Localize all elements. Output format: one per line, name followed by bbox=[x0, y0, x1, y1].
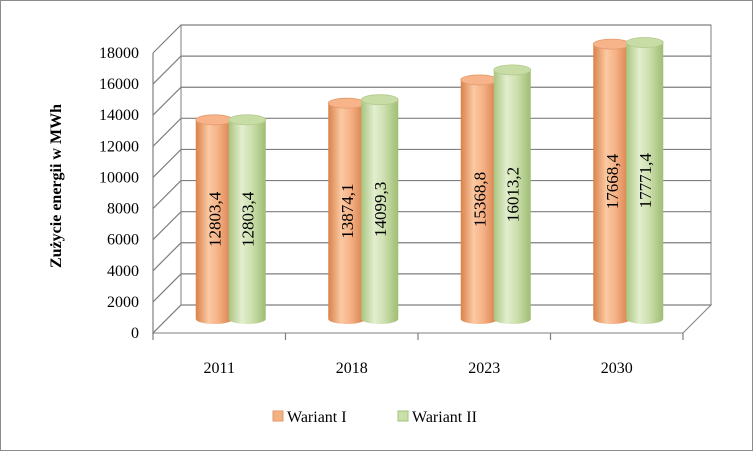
label-layer: 0 2000 4000 6000 8000 10000 12000 14000 16000 180… bbox=[99, 45, 655, 377]
gridline bbox=[152, 24, 711, 54]
x-tick-label: 2023 bbox=[468, 360, 500, 377]
y-tick-label: 6000 bbox=[107, 232, 139, 249]
data-label: 15368,8 bbox=[470, 172, 489, 227]
data-label: 12803,4 bbox=[205, 191, 224, 247]
y-axis-title: Zużycie energii w MWh bbox=[48, 104, 65, 268]
data-label: 14099,3 bbox=[371, 182, 390, 237]
gridline bbox=[152, 304, 711, 334]
gridline bbox=[152, 273, 711, 303]
bar-body bbox=[626, 42, 664, 325]
bar-body bbox=[493, 69, 531, 325]
data-label: 13874,1 bbox=[338, 183, 357, 238]
y-tick-label: 2000 bbox=[107, 294, 139, 311]
bar-top bbox=[460, 74, 499, 86]
y-tick-label: 4000 bbox=[107, 263, 139, 280]
x-tick-label: 2011 bbox=[204, 360, 235, 377]
bar bbox=[493, 64, 532, 325]
bar bbox=[327, 97, 366, 325]
bar-body bbox=[593, 44, 631, 325]
legend-label: Wariant II bbox=[412, 409, 477, 426]
grid-layer bbox=[151, 24, 713, 340]
x-tick-label: 2030 bbox=[601, 360, 633, 377]
bar-top bbox=[228, 114, 267, 126]
bar bbox=[195, 114, 234, 325]
data-label: 17668,4 bbox=[603, 153, 622, 209]
legend-swatch bbox=[397, 410, 409, 422]
gridline bbox=[152, 148, 711, 178]
legend: Wariant I Wariant II bbox=[272, 409, 477, 426]
bar-top bbox=[327, 97, 366, 109]
gridline bbox=[152, 117, 711, 147]
bar-body bbox=[195, 119, 233, 325]
y-tick-label: 18000 bbox=[99, 45, 139, 62]
bar bbox=[592, 38, 631, 325]
data-label: 17771,4 bbox=[636, 153, 655, 209]
bar-top bbox=[625, 37, 664, 48]
bar-body bbox=[460, 79, 498, 325]
y-tick-label: 12000 bbox=[99, 138, 139, 155]
y-tick-label: 0 bbox=[131, 325, 139, 342]
x-tick-label: 2018 bbox=[336, 360, 368, 377]
bar-top bbox=[592, 38, 631, 50]
gridline bbox=[152, 242, 711, 272]
bar bbox=[360, 94, 399, 325]
legend-label: Wariant I bbox=[287, 409, 347, 426]
gridline bbox=[152, 211, 711, 241]
bar-layer bbox=[195, 37, 664, 325]
bar-top bbox=[360, 94, 399, 106]
legend-swatch bbox=[272, 410, 284, 422]
gridline bbox=[152, 55, 711, 85]
bar bbox=[228, 114, 267, 325]
y-tick-label: 14000 bbox=[99, 107, 139, 124]
bar bbox=[460, 74, 499, 325]
bar-body bbox=[228, 119, 266, 325]
bar-top bbox=[195, 114, 234, 126]
bar bbox=[625, 37, 664, 325]
y-tick-label: 10000 bbox=[99, 169, 139, 186]
gridline bbox=[152, 179, 711, 209]
bar-body bbox=[361, 99, 399, 325]
gridline bbox=[152, 86, 711, 116]
data-label: 12803,4 bbox=[238, 191, 257, 247]
bar-body bbox=[328, 103, 366, 325]
y-tick-label: 16000 bbox=[99, 76, 139, 93]
y-tick-label: 8000 bbox=[107, 201, 139, 218]
data-label: 16013,2 bbox=[503, 167, 522, 222]
bar-top bbox=[493, 64, 532, 76]
